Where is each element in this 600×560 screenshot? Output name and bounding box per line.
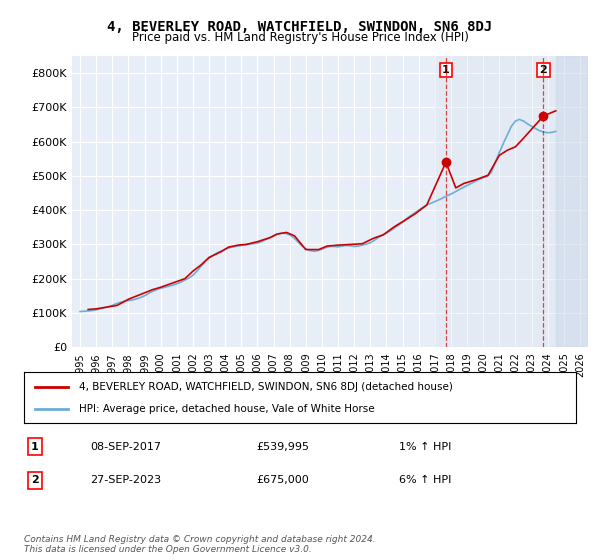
Text: 1: 1 <box>442 65 450 74</box>
Text: HPI: Average price, detached house, Vale of White Horse: HPI: Average price, detached house, Vale… <box>79 404 375 414</box>
Text: 1: 1 <box>31 442 39 451</box>
Text: £539,995: £539,995 <box>256 442 309 451</box>
Text: Contains HM Land Registry data © Crown copyright and database right 2024.
This d: Contains HM Land Registry data © Crown c… <box>24 535 376 554</box>
Text: 08-SEP-2017: 08-SEP-2017 <box>90 442 161 451</box>
Bar <box>435 56 556 347</box>
Text: Price paid vs. HM Land Registry's House Price Index (HPI): Price paid vs. HM Land Registry's House … <box>131 31 469 44</box>
Text: 4, BEVERLEY ROAD, WATCHFIELD, SWINDON, SN6 8DJ: 4, BEVERLEY ROAD, WATCHFIELD, SWINDON, S… <box>107 20 493 34</box>
Text: 2: 2 <box>539 65 547 74</box>
Text: 27-SEP-2023: 27-SEP-2023 <box>90 475 161 485</box>
Text: 4, BEVERLEY ROAD, WATCHFIELD, SWINDON, SN6 8DJ (detached house): 4, BEVERLEY ROAD, WATCHFIELD, SWINDON, S… <box>79 381 453 391</box>
Text: £675,000: £675,000 <box>256 475 308 485</box>
Text: 6% ↑ HPI: 6% ↑ HPI <box>400 475 452 485</box>
Text: 1% ↑ HPI: 1% ↑ HPI <box>400 442 452 451</box>
Bar <box>556 56 588 347</box>
Text: 2: 2 <box>31 475 39 485</box>
